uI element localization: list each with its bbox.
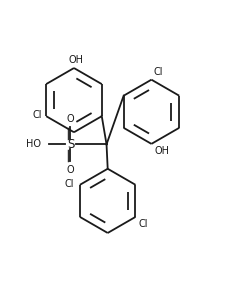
Text: Cl: Cl [65,179,74,189]
Text: O: O [67,165,74,175]
Text: Cl: Cl [139,219,149,229]
Text: Cl: Cl [154,67,163,77]
Text: Cl: Cl [32,110,41,120]
Text: O: O [67,114,74,124]
Text: OH: OH [69,54,84,65]
Text: HO: HO [26,139,41,149]
Text: S: S [67,138,74,151]
Text: OH: OH [155,146,170,156]
